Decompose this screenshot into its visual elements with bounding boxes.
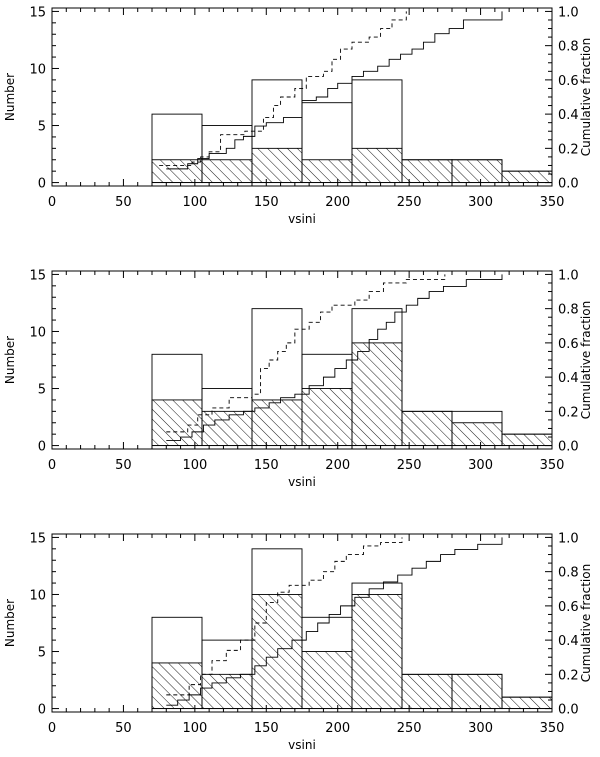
hatched-bar-8 [501, 696, 553, 710]
hatched-bar-6 [401, 410, 453, 447]
hatched-bar-4 [301, 159, 353, 184]
hatched-bar-2 [201, 410, 253, 447]
hatched-bar-3 [251, 399, 303, 447]
hatched-bar-5 [351, 594, 403, 710]
y-axis-label: Number [3, 73, 17, 121]
y2-tick-label: 0.2 [558, 142, 579, 157]
y2-tick-label: 0.6 [558, 74, 579, 89]
y2-tick-label: 0.0 [558, 177, 579, 192]
y2-tick-label: 0.8 [558, 40, 579, 55]
y-tick-label: 15 [29, 531, 46, 546]
y2-tick-label: 0.8 [558, 566, 579, 581]
x-tick-label: 100 [182, 721, 207, 736]
hatched-bar-5 [351, 147, 403, 184]
chart-panel-3: 0 50 100 150 200 250 300 350 vsini 0 5 10 15 Number 0.… [3, 531, 593, 752]
x-tick-label: 200 [325, 195, 350, 210]
y2-tick-label: 0.4 [558, 108, 579, 123]
y-tick-label: 0 [38, 703, 46, 718]
y-tick-label: 10 [29, 62, 46, 77]
x-tick-label: 100 [182, 458, 207, 473]
y-tick-label: 0 [38, 177, 46, 192]
y-axis-label: Number [3, 336, 17, 384]
hatched-bar-8 [501, 433, 553, 447]
x-tick-label: 250 [397, 721, 422, 736]
y-tick-label: 15 [29, 5, 46, 20]
x-tick-label: 50 [115, 721, 132, 736]
y-tick-label: 10 [29, 325, 46, 340]
x-tick-label: 150 [254, 458, 279, 473]
hatched-bar-1 [151, 662, 203, 710]
y2-tick-label: 1.0 [558, 268, 579, 283]
x-tick-label: 250 [397, 195, 422, 210]
y2-tick-label: 0.4 [558, 371, 579, 386]
cumulative-solid-line [166, 274, 503, 441]
x-tick-label: 350 [540, 195, 565, 210]
x-tick-label: 200 [325, 458, 350, 473]
hatched-bar-8 [501, 170, 553, 184]
hatched-bar-4 [301, 388, 353, 447]
x-tick-label: 50 [115, 458, 132, 473]
chart-panel-2: 0 50 100 150 200 250 300 350 vsini 0 5 10 15 Number 0.… [3, 268, 593, 489]
x-tick-label: 150 [254, 195, 279, 210]
x-tick-label: 300 [468, 458, 493, 473]
y-tick-label: 5 [38, 120, 46, 135]
hatched-bar-6 [401, 673, 453, 710]
y2-tick-label: 1.0 [558, 531, 579, 546]
x-axis-label: vsini [288, 212, 316, 226]
x-tick-label: 0 [48, 458, 56, 473]
y-tick-label: 5 [38, 383, 46, 398]
hatched-bar-7 [451, 159, 503, 184]
y2-axis-label: Cumulative fraction [579, 301, 593, 419]
x-tick-label: 300 [468, 721, 493, 736]
y2-tick-label: 0.2 [558, 668, 579, 683]
cumulative-solid-line [166, 537, 503, 706]
hatched-bar-7 [451, 673, 503, 710]
hatched-bar-4 [301, 651, 353, 710]
x-tick-label: 300 [468, 195, 493, 210]
y2-axis-label: Cumulative fraction [579, 38, 593, 156]
hatched-bar-3 [251, 594, 303, 710]
y-tick-label: 5 [38, 646, 46, 661]
y2-tick-label: 0.8 [558, 303, 579, 318]
x-tick-label: 0 [48, 721, 56, 736]
x-tick-label: 350 [540, 458, 565, 473]
y-tick-label: 15 [29, 268, 46, 283]
x-tick-label: 0 [48, 195, 56, 210]
hatched-bar-2 [201, 159, 253, 184]
x-tick-label: 100 [182, 195, 207, 210]
y2-tick-label: 0.0 [558, 703, 579, 718]
y-tick-label: 10 [29, 588, 46, 603]
x-tick-label: 350 [540, 721, 565, 736]
x-axis-label: vsini [288, 475, 316, 489]
x-axis-label: vsini [288, 738, 316, 752]
cumulative-solid-line [166, 11, 503, 170]
cumulative-dashed-line [159, 11, 407, 166]
y2-tick-label: 0.0 [558, 440, 579, 455]
y2-tick-label: 0.4 [558, 634, 579, 649]
y-tick-label: 0 [38, 440, 46, 455]
y2-tick-label: 0.6 [558, 600, 579, 615]
chart-panel-1: 0 50 100 150 200 250 300 350 vsini 0 5 10 15 Number 0.… [3, 5, 593, 226]
cumulative-dashed-line [166, 537, 403, 696]
hatched-bar-2 [201, 673, 253, 710]
y-axis-label: Number [3, 599, 17, 647]
y2-tick-label: 0.2 [558, 405, 579, 420]
x-tick-label: 150 [254, 721, 279, 736]
x-tick-label: 200 [325, 721, 350, 736]
hatched-bar-1 [151, 399, 203, 447]
hatched-bar-7 [451, 422, 503, 447]
x-tick-label: 50 [115, 195, 132, 210]
hatched-bar-3 [251, 147, 303, 184]
hatched-bar-5 [351, 342, 403, 447]
y2-tick-label: 1.0 [558, 5, 579, 20]
y2-tick-label: 0.6 [558, 337, 579, 352]
y2-axis-label: Cumulative fraction [579, 564, 593, 682]
cumulative-dashed-line [166, 274, 446, 433]
x-tick-label: 250 [397, 458, 422, 473]
